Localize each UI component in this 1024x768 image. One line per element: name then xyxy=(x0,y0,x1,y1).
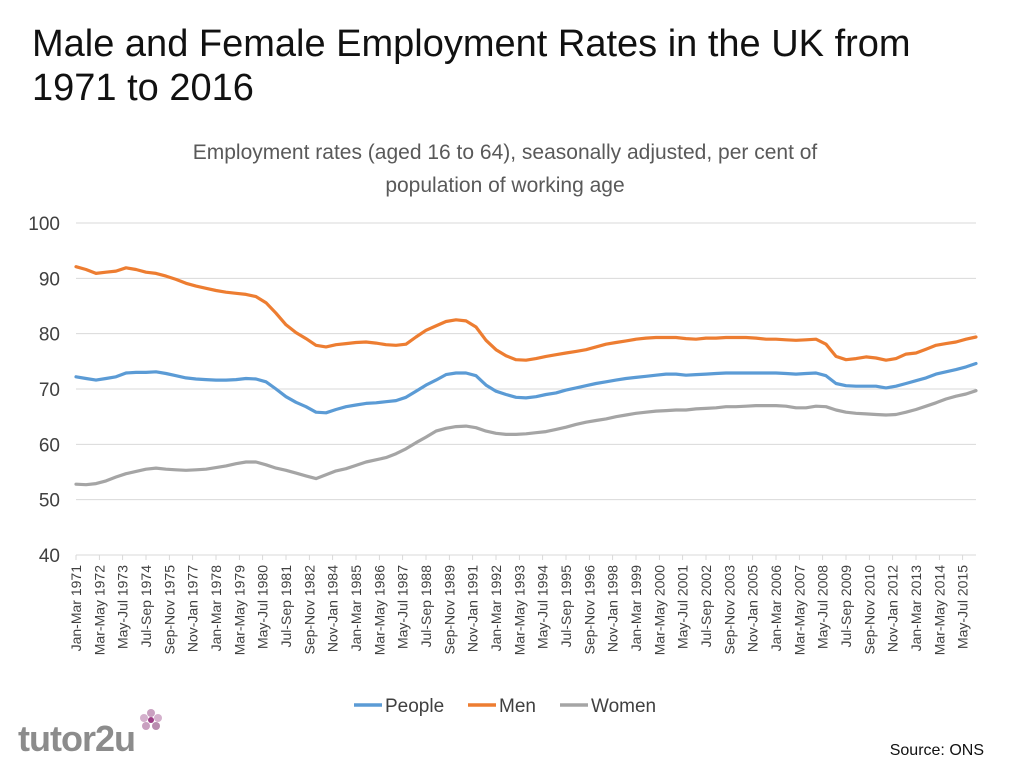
x-tick-label: Jan-Mar 1985 xyxy=(348,565,364,652)
x-tick-label: Nov-Jan 1977 xyxy=(185,565,201,652)
x-tick-label: Jul-Sep 2002 xyxy=(698,565,714,648)
gridlines xyxy=(76,222,976,556)
x-tick-label: Jan-Mar 2013 xyxy=(908,565,924,652)
source-note: Source: ONS xyxy=(889,742,984,759)
slide-title: Male and Female Employment Rates in the … xyxy=(32,23,911,109)
y-tick-label: 70 xyxy=(39,380,60,401)
x-tick-label: Sep-Nov 1982 xyxy=(301,565,317,655)
x-tick-label: Mar-May 1972 xyxy=(91,565,107,655)
x-tick-label: Sep-Nov 1989 xyxy=(441,565,457,655)
x-tick-label: Nov-Jan 1991 xyxy=(465,565,481,652)
x-tick-label: Jan-Mar 2006 xyxy=(768,565,784,652)
series-line-women xyxy=(74,389,978,487)
y-tick-label: 90 xyxy=(39,269,60,290)
series-line-people xyxy=(74,361,978,415)
y-tick-label: 50 xyxy=(39,491,60,512)
x-tick-label: Jul-Sep 1974 xyxy=(138,565,154,648)
series-line-men xyxy=(74,265,978,362)
x-tick-label: Jul-Sep 2009 xyxy=(838,565,854,648)
x-tick-label: May-Jul 1994 xyxy=(535,565,551,649)
logo-text: tutor2u xyxy=(18,718,136,759)
x-tick-label: Jan-Mar 1971 xyxy=(68,565,84,652)
y-tick-label: 80 xyxy=(39,325,60,346)
y-tick-label: 40 xyxy=(39,546,60,567)
x-tick-label: Sep-Nov 1975 xyxy=(161,565,177,655)
legend: People Men Women xyxy=(354,696,656,717)
tutor2u-logo: tutor2u xyxy=(18,709,178,760)
x-tick-label: Jul-Sep 1981 xyxy=(278,565,294,648)
x-tick-label: May-Jul 1973 xyxy=(115,565,131,649)
flower-icon xyxy=(140,709,162,730)
x-tick-label: Sep-Nov 1996 xyxy=(581,565,597,655)
x-tick-label: Mar-May 2000 xyxy=(651,565,667,655)
y-tick-label: 100 xyxy=(28,214,60,235)
x-tick-label: Mar-May 2014 xyxy=(931,565,947,655)
y-axis-ticks: 40 50 60 70 80 90 100 xyxy=(28,214,60,567)
legend-label-people: People xyxy=(385,696,444,717)
x-tick-label: Mar-May 2007 xyxy=(791,565,807,655)
legend-label-women: Women xyxy=(591,696,656,717)
x-tick-label: Mar-May 1979 xyxy=(231,565,247,655)
x-tick-label: Sep-Nov 2010 xyxy=(861,565,877,655)
y-tick-label: 60 xyxy=(39,435,60,456)
x-tick-label: Nov-Jan 2005 xyxy=(745,565,761,652)
legend-label-men: Men xyxy=(499,696,536,717)
x-tick-label: Mar-May 1993 xyxy=(511,565,527,655)
x-tick-label: Jan-Mar 1978 xyxy=(208,565,224,652)
x-tick-label: Jul-Sep 1988 xyxy=(418,565,434,648)
x-tick-label: Jan-Mar 1999 xyxy=(628,565,644,652)
x-tick-label: May-Jul 2001 xyxy=(675,565,691,649)
x-tick-label: Jan-Mar 1992 xyxy=(488,565,504,652)
x-tick-label: Mar-May 1986 xyxy=(371,565,387,655)
x-tick-label: May-Jul 1980 xyxy=(255,565,271,649)
x-tick-label: Nov-Jan 2012 xyxy=(885,565,901,652)
x-tick-label: Jul-Sep 1995 xyxy=(558,565,574,648)
chart-subtitle-line-2: population of working age xyxy=(385,174,624,197)
x-tick-label: Nov-Jan 1984 xyxy=(325,565,341,652)
x-tick-label: May-Jul 1987 xyxy=(395,565,411,649)
x-tick-label: Sep-Nov 2003 xyxy=(721,565,737,655)
chart-subtitle-line-1: Employment rates (aged 16 to 64), season… xyxy=(193,141,818,164)
series-lines xyxy=(74,265,978,487)
x-axis-ticks: Jan-Mar 1971 Mar-May 1972 May-Jul 1973 Jul-… xyxy=(68,555,971,655)
x-tick-label: May-Jul 2008 xyxy=(815,565,831,649)
x-tick-label: May-Jul 2015 xyxy=(955,565,971,649)
x-tick-label: Nov-Jan 1998 xyxy=(605,565,621,652)
